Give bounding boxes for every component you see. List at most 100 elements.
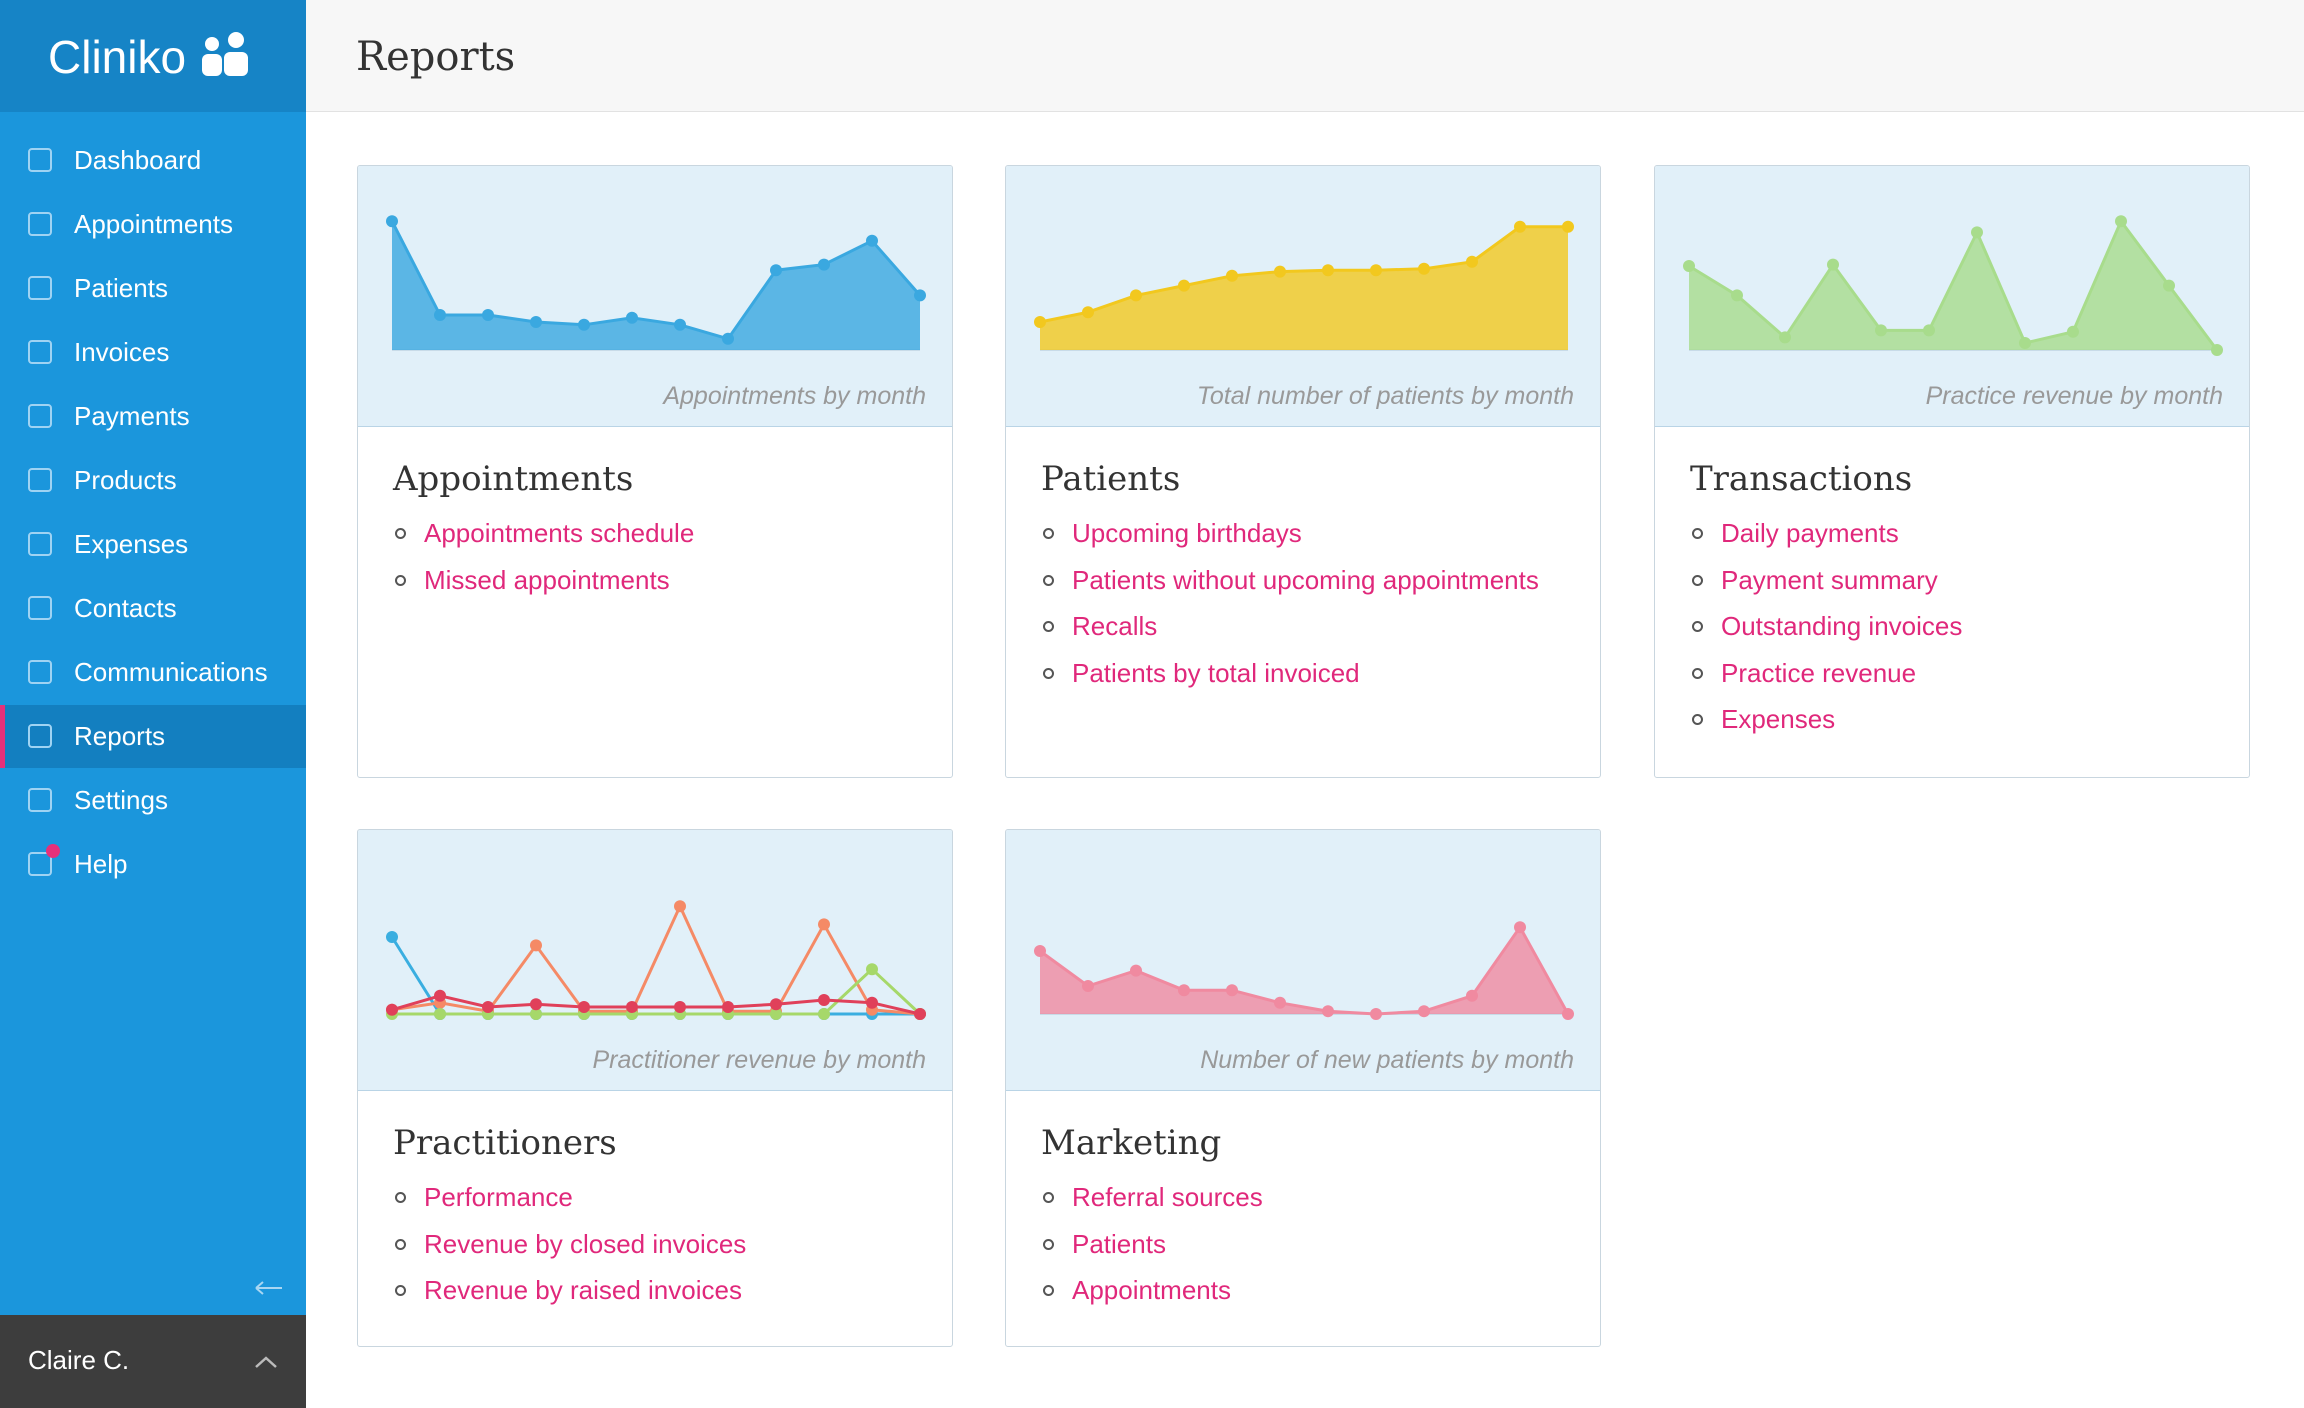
report-card: Appointments by month Appointments Appoint…	[357, 165, 953, 778]
icon-shape	[28, 276, 52, 300]
report-link[interactable]: Expenses	[1721, 704, 1836, 734]
bullet	[1043, 1192, 1054, 1203]
point	[770, 998, 782, 1011]
point	[530, 998, 542, 1011]
point	[578, 1001, 590, 1013]
point	[530, 1008, 542, 1020]
point	[674, 900, 686, 913]
point	[674, 1001, 686, 1013]
report-card: Number of new patients by month Marketing…	[1005, 829, 1601, 1347]
report-link[interactable]: Daily payments	[1721, 518, 1899, 548]
report-link[interactable]: Patients by total invoiced	[1072, 657, 1360, 688]
point	[2115, 215, 2127, 228]
point	[386, 1003, 398, 1016]
point	[530, 316, 542, 328]
point	[1562, 1008, 1574, 1020]
point	[1466, 989, 1478, 1002]
header: Reports	[306, 0, 2304, 112]
point	[1875, 324, 1887, 337]
nav-item[interactable]: Contacts	[74, 593, 177, 623]
chart-caption: Practitioner revenue by month	[592, 1046, 926, 1074]
report-link[interactable]: Payment summary	[1721, 564, 1938, 595]
bullet	[1043, 528, 1054, 539]
point	[1034, 945, 1046, 957]
report-link[interactable]: Appointments	[1072, 1275, 1231, 1305]
bullet	[1043, 1285, 1054, 1296]
point	[1683, 260, 1695, 272]
nav-item[interactable]: Communications	[74, 657, 268, 687]
bullet	[395, 1285, 406, 1296]
report-link[interactable]: Revenue by closed invoices	[424, 1228, 747, 1259]
report-link[interactable]: Appointments schedule	[424, 518, 695, 548]
nav-item[interactable]: Appointments	[74, 209, 233, 239]
bullet	[1692, 667, 1703, 679]
point	[866, 234, 878, 247]
nav-icon	[28, 596, 52, 620]
report-link[interactable]: Outstanding invoices	[1721, 611, 1963, 641]
chart-caption: Number of new patients by month	[1200, 1046, 1574, 1074]
point	[1130, 289, 1142, 302]
point	[434, 309, 446, 321]
point	[1226, 984, 1238, 997]
line	[1039, 225, 1568, 324]
nav-item[interactable]: Help	[74, 849, 128, 879]
logo-area: Cliniko	[0, 0, 306, 112]
point	[2163, 279, 2175, 292]
nav-item[interactable]: Expenses	[74, 529, 189, 559]
point	[1226, 269, 1238, 282]
nav-item[interactable]: Payments	[74, 401, 190, 431]
report-card: Practice revenue by month Transactions Dai…	[1654, 165, 2250, 778]
bullet	[1043, 621, 1054, 632]
point	[818, 1008, 830, 1020]
point	[1274, 996, 1286, 1009]
report-link[interactable]: Referral sources	[1072, 1182, 1263, 1212]
point	[434, 1008, 446, 1020]
nav-icon	[28, 660, 52, 684]
chart: Number of new patients by month	[1006, 830, 1600, 1091]
icon-shape	[28, 532, 52, 556]
card-title: Patients	[1041, 459, 1181, 499]
collapse-arrow[interactable]	[252, 1278, 292, 1298]
point	[1178, 984, 1190, 997]
point	[1034, 316, 1046, 328]
point	[1178, 279, 1190, 292]
card-title: Appointments	[393, 459, 634, 499]
report-link[interactable]: Revenue by raised invoices	[424, 1275, 742, 1305]
nav-icon	[28, 212, 52, 236]
sidebar: Cliniko Dashboard Appointments Patients Inv…	[0, 0, 306, 1408]
chart-caption: Practice revenue by month	[1926, 382, 2223, 410]
point	[770, 264, 782, 277]
active-bar	[0, 705, 5, 768]
report-link[interactable]: Missed appointments	[424, 564, 670, 595]
report-link[interactable]: Upcoming birthdays	[1072, 518, 1302, 548]
brand: Cliniko	[48, 31, 187, 83]
nav-icon	[28, 788, 52, 812]
icon-shape	[28, 212, 52, 236]
point	[386, 215, 398, 228]
point	[1466, 255, 1478, 268]
point	[1827, 258, 1839, 271]
point	[1370, 264, 1382, 277]
nav-item[interactable]: Settings	[74, 785, 168, 815]
report-link[interactable]: Performance	[424, 1182, 573, 1212]
report-link[interactable]: Practice revenue	[1721, 657, 1917, 688]
point	[722, 1001, 734, 1013]
area	[392, 221, 920, 350]
nav-item[interactable]: Reports	[74, 721, 166, 751]
nav-item[interactable]: Products	[74, 465, 177, 495]
nav-item[interactable]: Patients	[74, 273, 168, 303]
nav-icon	[28, 724, 52, 748]
bullet	[1043, 1238, 1054, 1250]
report-link[interactable]: Recalls	[1072, 611, 1158, 641]
point	[1322, 1005, 1334, 1018]
nav-item[interactable]: Dashboard	[74, 145, 202, 175]
point	[1322, 264, 1334, 277]
report-link[interactable]: Patients	[1072, 1228, 1166, 1259]
nav-item[interactable]: Invoices	[74, 337, 170, 367]
report-link[interactable]: Patients without upcoming appointments	[1072, 564, 1539, 595]
icon-shape	[28, 596, 52, 620]
user-bar[interactable]: Claire C.	[0, 1315, 306, 1408]
nav-icon	[28, 404, 52, 428]
bullet	[395, 1238, 406, 1250]
